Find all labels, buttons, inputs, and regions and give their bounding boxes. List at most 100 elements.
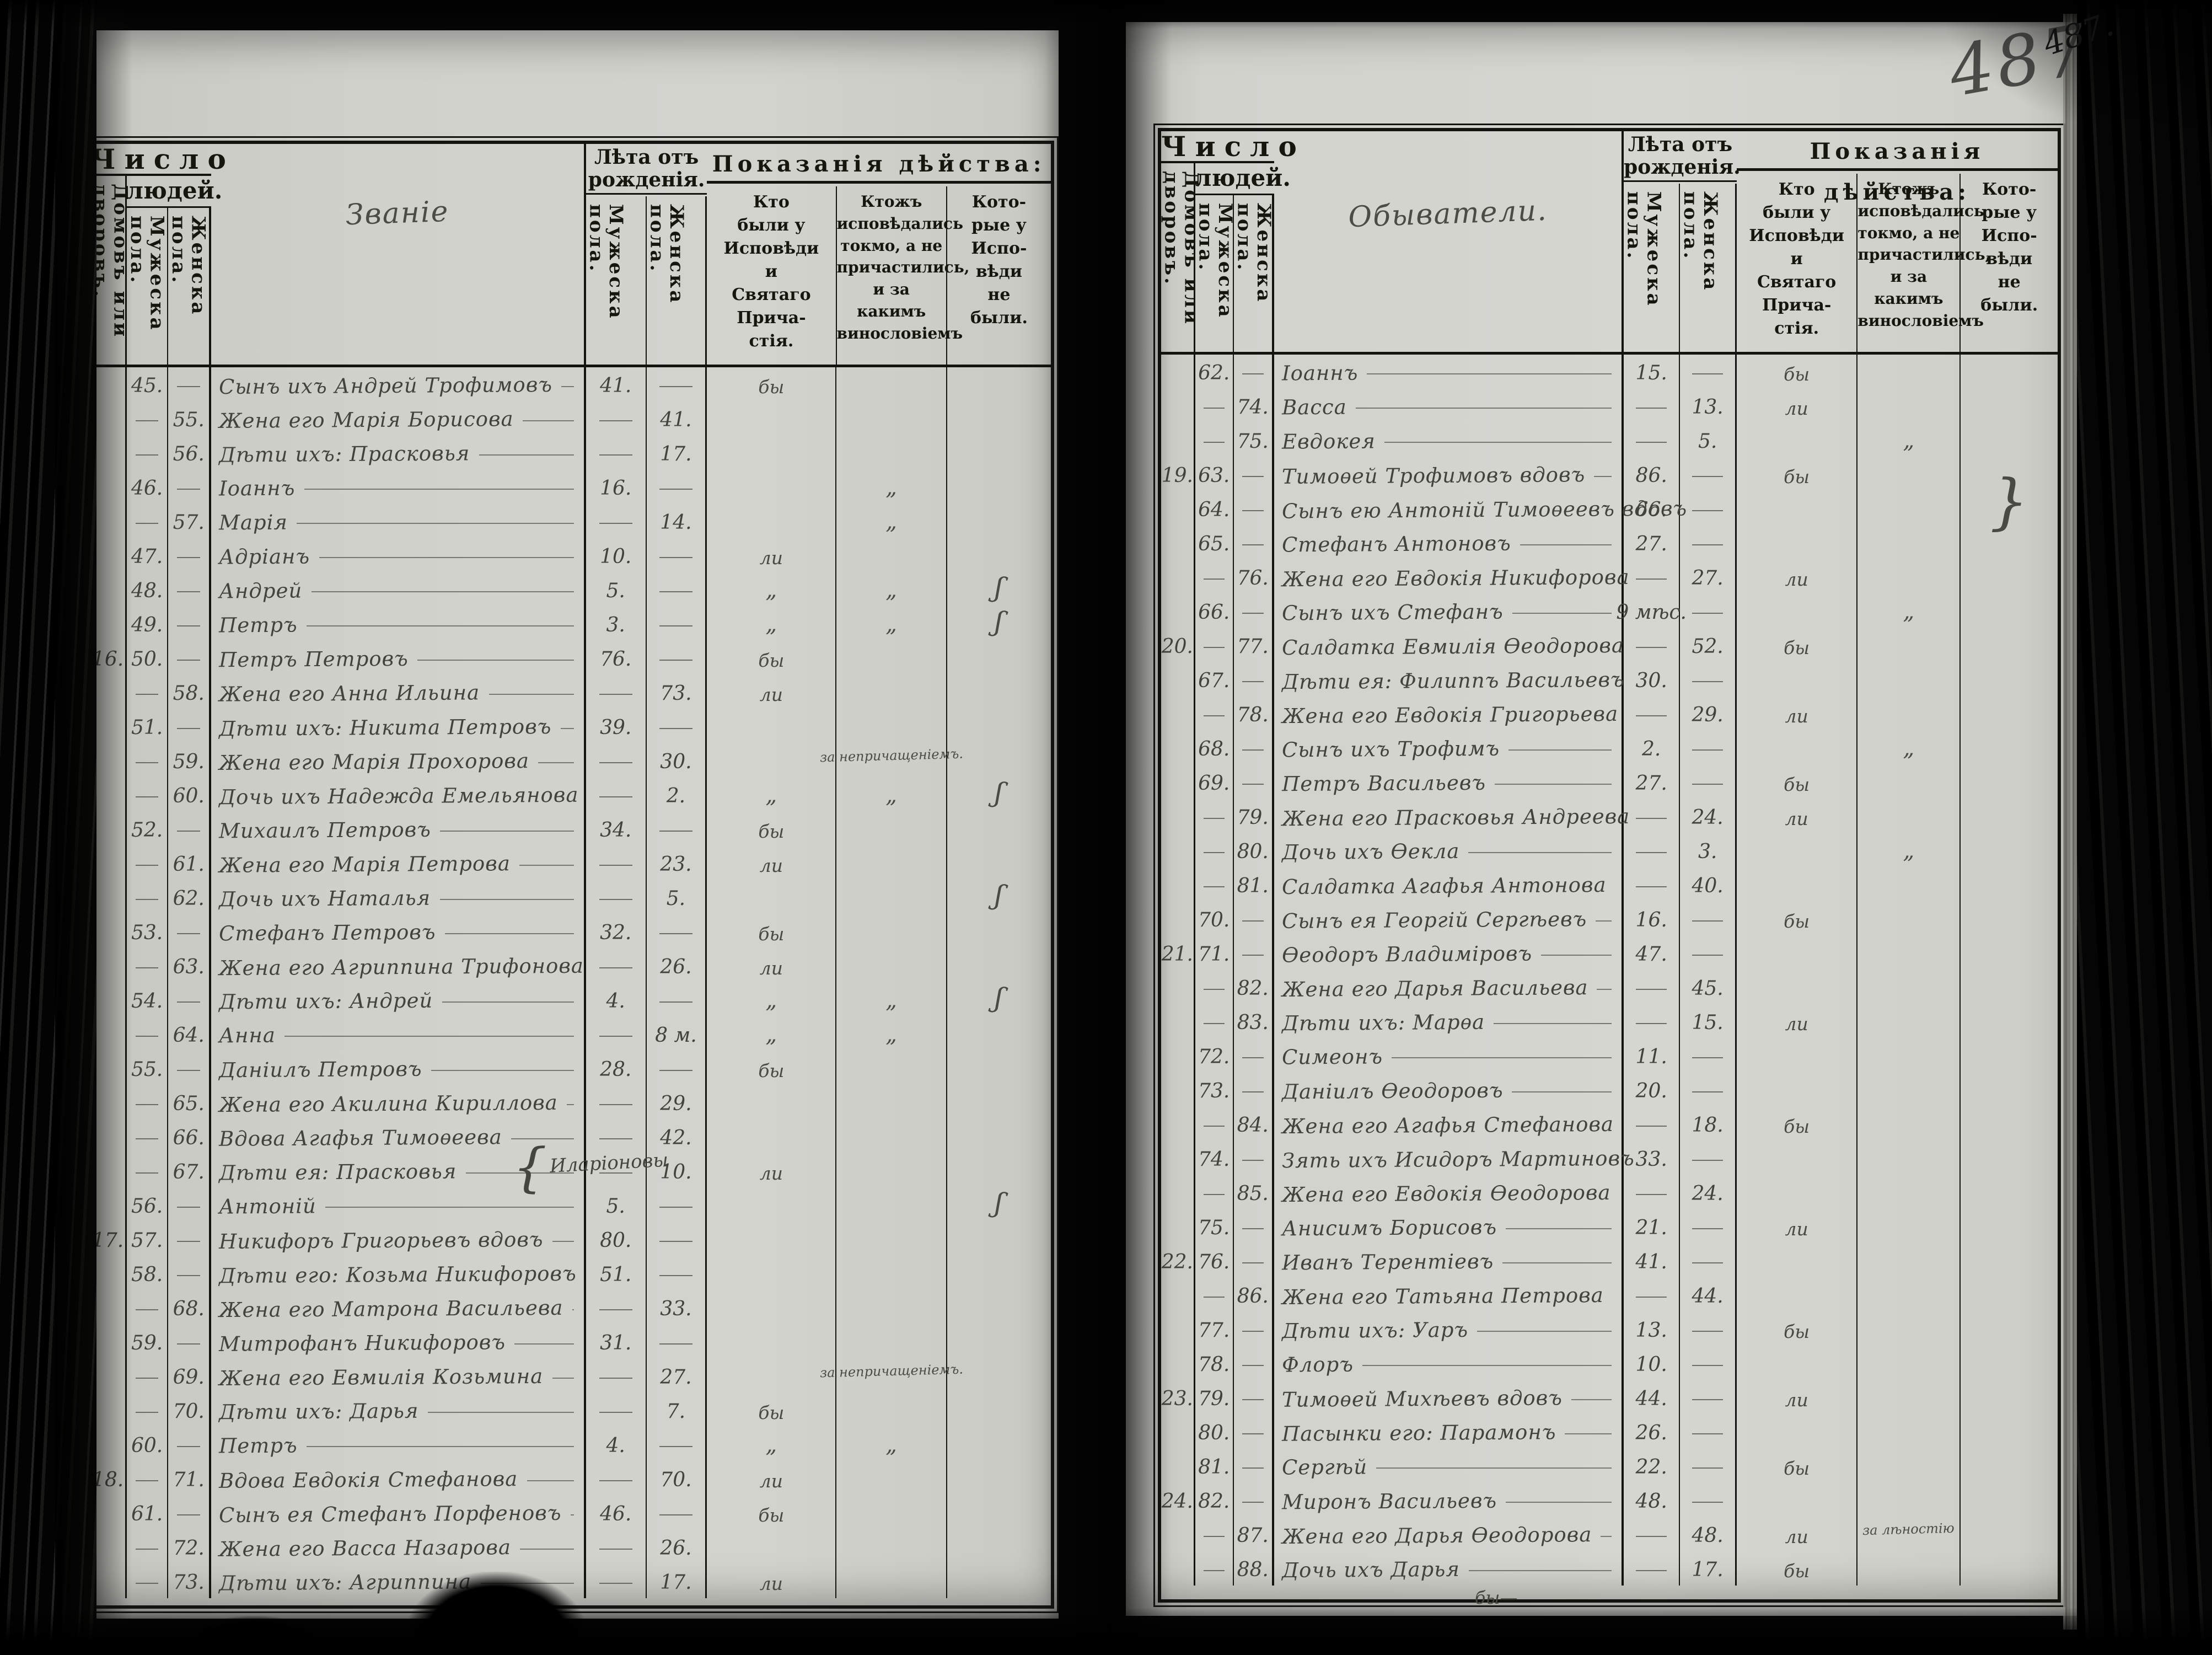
brace-icon: { <box>512 1136 547 1199</box>
dash-mark <box>1692 1502 1723 1503</box>
header-confessed-only: Ктожъ исповѣдались токмо, а не причастил… <box>1857 174 1990 352</box>
dash-mark <box>659 591 692 592</box>
cell-m: 48. <box>127 572 169 607</box>
cell-d <box>1161 1312 1195 1346</box>
cell-p2 <box>836 1564 947 1598</box>
cell-f <box>1234 1209 1274 1244</box>
cell-name: Жена его Евмилія Козьмина <box>211 1359 586 1393</box>
cell-f <box>168 983 212 1017</box>
cell-d <box>1161 594 1195 628</box>
header-confessed-communed: Кто были у Исповѣди и Святаго Прича- сті… <box>1737 174 1858 352</box>
cell-name: Дѣти ихъ: Андрей <box>211 983 586 1017</box>
dash-mark <box>1242 681 1264 682</box>
cell-p1 <box>707 1120 837 1154</box>
cell-p1 <box>1737 1483 1858 1517</box>
cell-p3 <box>947 436 1051 470</box>
dash-mark <box>659 1446 692 1447</box>
cell-p3 <box>1961 1244 2058 1278</box>
cell-af <box>1680 1073 1737 1107</box>
person-name: Антоній <box>219 1194 317 1219</box>
cell-p3: ʃ <box>993 981 1005 1014</box>
left-table: Число людей. Домовъ или дворовъ. Мужеска… <box>83 136 1059 1613</box>
dash-mark <box>599 1549 632 1550</box>
cell-m <box>127 1564 169 1598</box>
cell-p2 <box>836 1154 947 1188</box>
cell-p1: ли <box>1737 1517 1858 1551</box>
cell-d <box>1161 1415 1195 1449</box>
cell-af: 8 м. <box>647 1017 707 1051</box>
cell-name: Стефанъ Антоновъ <box>1274 526 1624 560</box>
cell-af: 10. <box>647 1154 707 1188</box>
cell-m: 72. <box>1195 1038 1234 1073</box>
cell-p2 <box>1857 1346 1961 1380</box>
cell-d <box>1161 662 1195 697</box>
header-lyudey: людей. <box>1195 163 1291 195</box>
person-name: Жена его Прасковья Андреева <box>1281 804 1630 831</box>
person-name: Жена его Татьяна Петрова <box>1281 1283 1604 1310</box>
cell-am <box>586 504 647 538</box>
cell-p2 <box>1857 628 1961 662</box>
cell-p1 <box>707 1325 837 1359</box>
cell-m: 61. <box>127 1496 169 1530</box>
cell-name: Жена его Васса Назарова <box>211 1530 586 1564</box>
ruled-dash <box>427 1412 574 1413</box>
cell-p1 <box>707 504 837 538</box>
cell-am <box>586 1154 647 1188</box>
dash-mark <box>136 1549 159 1550</box>
ruled-dash <box>1468 852 1612 853</box>
cell-am: 34. <box>586 812 647 846</box>
right-table-body: 62. Іоаннъ 15. бы 74. Васса 13. ли 75. Евдокея 5. „… <box>1161 355 2058 1586</box>
cell-d <box>1161 697 1195 731</box>
person-name: Петръ Петровъ <box>219 646 409 672</box>
cell-af: 24. <box>1680 1175 1737 1209</box>
cell-f: 88. <box>1234 1551 1274 1586</box>
dash-mark <box>659 831 692 832</box>
person-name: Андрей <box>219 579 303 603</box>
cell-p3 <box>947 1085 1051 1120</box>
cell-name: Симеонъ <box>1274 1038 1624 1073</box>
cell-p1 <box>707 1188 837 1222</box>
cell-af: 33. <box>647 1290 707 1325</box>
dash-mark <box>136 1036 159 1037</box>
cell-m <box>1195 423 1234 457</box>
cell-d <box>1161 867 1195 902</box>
ruled-dash <box>488 694 574 695</box>
person-name: Жена его Марія Петрова <box>219 851 511 877</box>
dash-mark <box>136 1309 159 1310</box>
cell-p1: бы <box>1737 1107 1858 1141</box>
dash-mark <box>1242 373 1264 374</box>
ruled-dash <box>1477 1331 1612 1332</box>
cell-p1 <box>707 436 837 470</box>
cell-p3 <box>1961 355 2058 389</box>
cell-p3 <box>1961 902 2058 936</box>
ruled-dash <box>1502 1262 1612 1263</box>
person-name: Жена его Акилина Кириллова <box>219 1090 559 1117</box>
cell-m: 54. <box>127 983 169 1017</box>
dash-mark <box>136 1172 159 1174</box>
cell-m: 82. <box>1195 1483 1234 1517</box>
cell-m: 64. <box>1195 491 1234 526</box>
cell-d <box>1161 491 1195 526</box>
corner-shadow <box>1936 0 2212 143</box>
dash-mark <box>177 1514 201 1515</box>
cell-name: Зять ихъ Исидоръ Мартиновъ <box>1274 1141 1635 1175</box>
dash-mark <box>177 386 201 387</box>
dash-mark <box>1636 886 1667 887</box>
dash-mark <box>1636 647 1667 648</box>
cell-am: 33. <box>1624 1141 1681 1175</box>
cell-p2 <box>1857 1209 1961 1244</box>
ruled-dash <box>538 762 574 763</box>
cell-f <box>1234 594 1274 628</box>
cell-p2 <box>1857 799 1961 833</box>
right-table-header: Число людей. Домовъ или дворовъ. Мужеска… <box>1161 131 2058 355</box>
cell-af <box>647 607 707 641</box>
ruled-dash <box>1520 544 1612 545</box>
dash-mark <box>1636 989 1667 990</box>
cell-f <box>1234 662 1274 697</box>
ruled-dash <box>511 1138 574 1139</box>
cell-p1: ли <box>1737 697 1858 731</box>
dash-mark <box>136 1104 159 1105</box>
person-name: Симеонъ <box>1281 1045 1383 1069</box>
cell-f: 57. <box>168 504 212 538</box>
cell-am <box>586 1017 647 1051</box>
